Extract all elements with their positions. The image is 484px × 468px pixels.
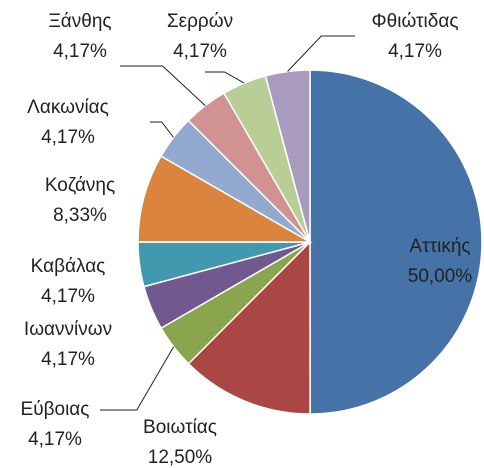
slice-value: 12,50% [148,447,213,468]
pie-slice [137,155,313,243]
slice-label: Καβάλας [31,256,106,277]
slice-value: 4,17% [28,429,82,450]
slice-label: Σερρών [167,11,233,32]
slice-value: 4,17% [388,41,442,62]
slice-value: 4,17% [173,41,227,62]
leader-line [205,71,245,84]
slice-label: Ξάνθης [48,11,111,32]
slice-label: Κοζάνης [45,175,115,196]
leader-line [287,35,355,72]
slice-value: 8,33% [53,205,107,226]
leader-line [120,65,206,106]
slice-value: 4,17% [41,286,95,307]
slice-value: 4,17% [41,127,95,148]
leader-line [150,121,174,138]
slice-label: Φθιώτιδας [372,11,459,32]
pie-slice [309,69,483,415]
slice-value: 4,17% [53,41,107,62]
slice-label: Ιωαννίνων [24,319,112,340]
slice-value: 4,17% [41,349,95,370]
slice-label: Λακωνίας [27,97,109,118]
pie-slice [264,69,311,243]
slice-label: Βοιωτίας [143,417,217,438]
leader-line [100,346,175,411]
slice-label: Αττικής [409,236,470,257]
slice-value: 50,00% [408,266,473,287]
slice-label: Εύβοιας [21,399,90,420]
pie-slice [187,240,311,415]
